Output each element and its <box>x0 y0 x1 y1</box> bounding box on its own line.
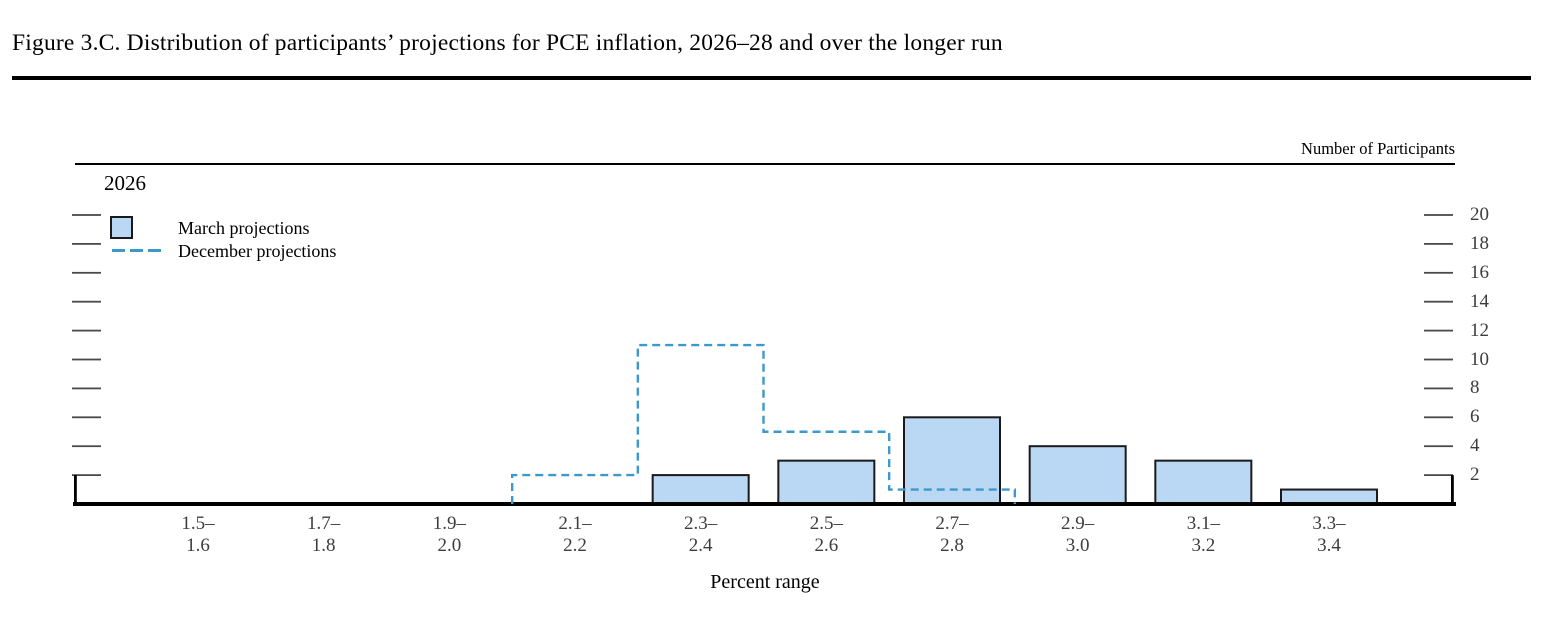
y-tick-right <box>1424 329 1453 332</box>
y-tick-label: 10 <box>1470 348 1489 370</box>
march-bar-3.3–3.4 <box>1280 488 1379 505</box>
y-tick-right <box>1424 358 1453 361</box>
figure-title: Figure 3.C. Distribution of participants… <box>12 30 1003 56</box>
axis-end-cap-left <box>74 475 77 504</box>
y-tick-label: 2 <box>1470 464 1480 486</box>
y-tick-left <box>72 445 101 448</box>
y-tick-label: 18 <box>1470 232 1489 254</box>
y-tick-left <box>72 214 101 216</box>
y-tick-right <box>1424 214 1453 216</box>
y-tick-label: 6 <box>1470 406 1480 428</box>
x-tick-label: 1.5– 1.6 <box>181 513 215 556</box>
march-bar-2.9–3.0 <box>1028 445 1127 506</box>
panel-year-label: 2026 <box>104 171 146 195</box>
y-tick-left <box>72 474 101 476</box>
y-tick-left <box>72 271 101 274</box>
y-tick-left <box>72 329 101 332</box>
x-tick-label: 3.3– 3.4 <box>1312 513 1346 556</box>
march-projections-swatch <box>110 216 133 239</box>
y-tick-label: 8 <box>1470 377 1480 399</box>
y-tick-label: 16 <box>1470 261 1489 283</box>
december-projections-line <box>510 343 1017 504</box>
y-tick-left <box>72 243 101 245</box>
y-tick-right <box>1424 474 1453 476</box>
y-tick-right <box>1424 300 1453 303</box>
x-tick-label: 1.9– 2.0 <box>432 513 466 556</box>
y-tick-right <box>1424 445 1453 448</box>
x-tick-label: 2.1– 2.2 <box>558 513 592 556</box>
legend-march-label: March projections <box>178 218 310 238</box>
x-axis-title: Percent range <box>710 571 820 593</box>
y-tick-label: 12 <box>1470 319 1489 341</box>
x-tick-label: 2.9– 3.0 <box>1061 513 1095 556</box>
x-tick-label: 2.3– 2.4 <box>684 513 718 556</box>
y-tick-right <box>1424 387 1453 390</box>
x-tick-label: 2.7– 2.8 <box>935 513 969 556</box>
x-tick-label: 3.1– 3.2 <box>1186 513 1220 556</box>
x-axis-baseline <box>73 502 1456 506</box>
x-tick-label: 1.7– 1.8 <box>307 513 341 556</box>
legend-december-label: December projections <box>178 241 337 261</box>
y-axis-title: Number of Participants <box>1301 139 1455 158</box>
y-tick-left <box>72 300 101 303</box>
y-tick-left <box>72 387 101 390</box>
y-tick-label: 20 <box>1470 204 1489 225</box>
march-bar-2.3–2.4 <box>651 474 750 506</box>
y-tick-label: 14 <box>1470 290 1489 312</box>
y-tick-right <box>1424 271 1453 274</box>
title-rule <box>12 76 1531 80</box>
y-tick-label: 4 <box>1470 435 1480 457</box>
y-tick-left <box>72 416 101 419</box>
y-tick-right <box>1424 416 1453 419</box>
chart-top-border <box>75 163 1455 165</box>
axis-end-cap-right <box>1451 475 1454 504</box>
y-tick-right <box>1424 243 1453 245</box>
december-projections-dash-icon <box>112 249 161 252</box>
march-bar-2.5–2.6 <box>777 459 876 505</box>
x-tick-label: 2.5– 2.6 <box>809 513 843 556</box>
march-bar-2.7–2.8 <box>903 416 1002 505</box>
y-tick-left <box>72 358 101 361</box>
march-bar-3.1–3.2 <box>1154 459 1253 505</box>
